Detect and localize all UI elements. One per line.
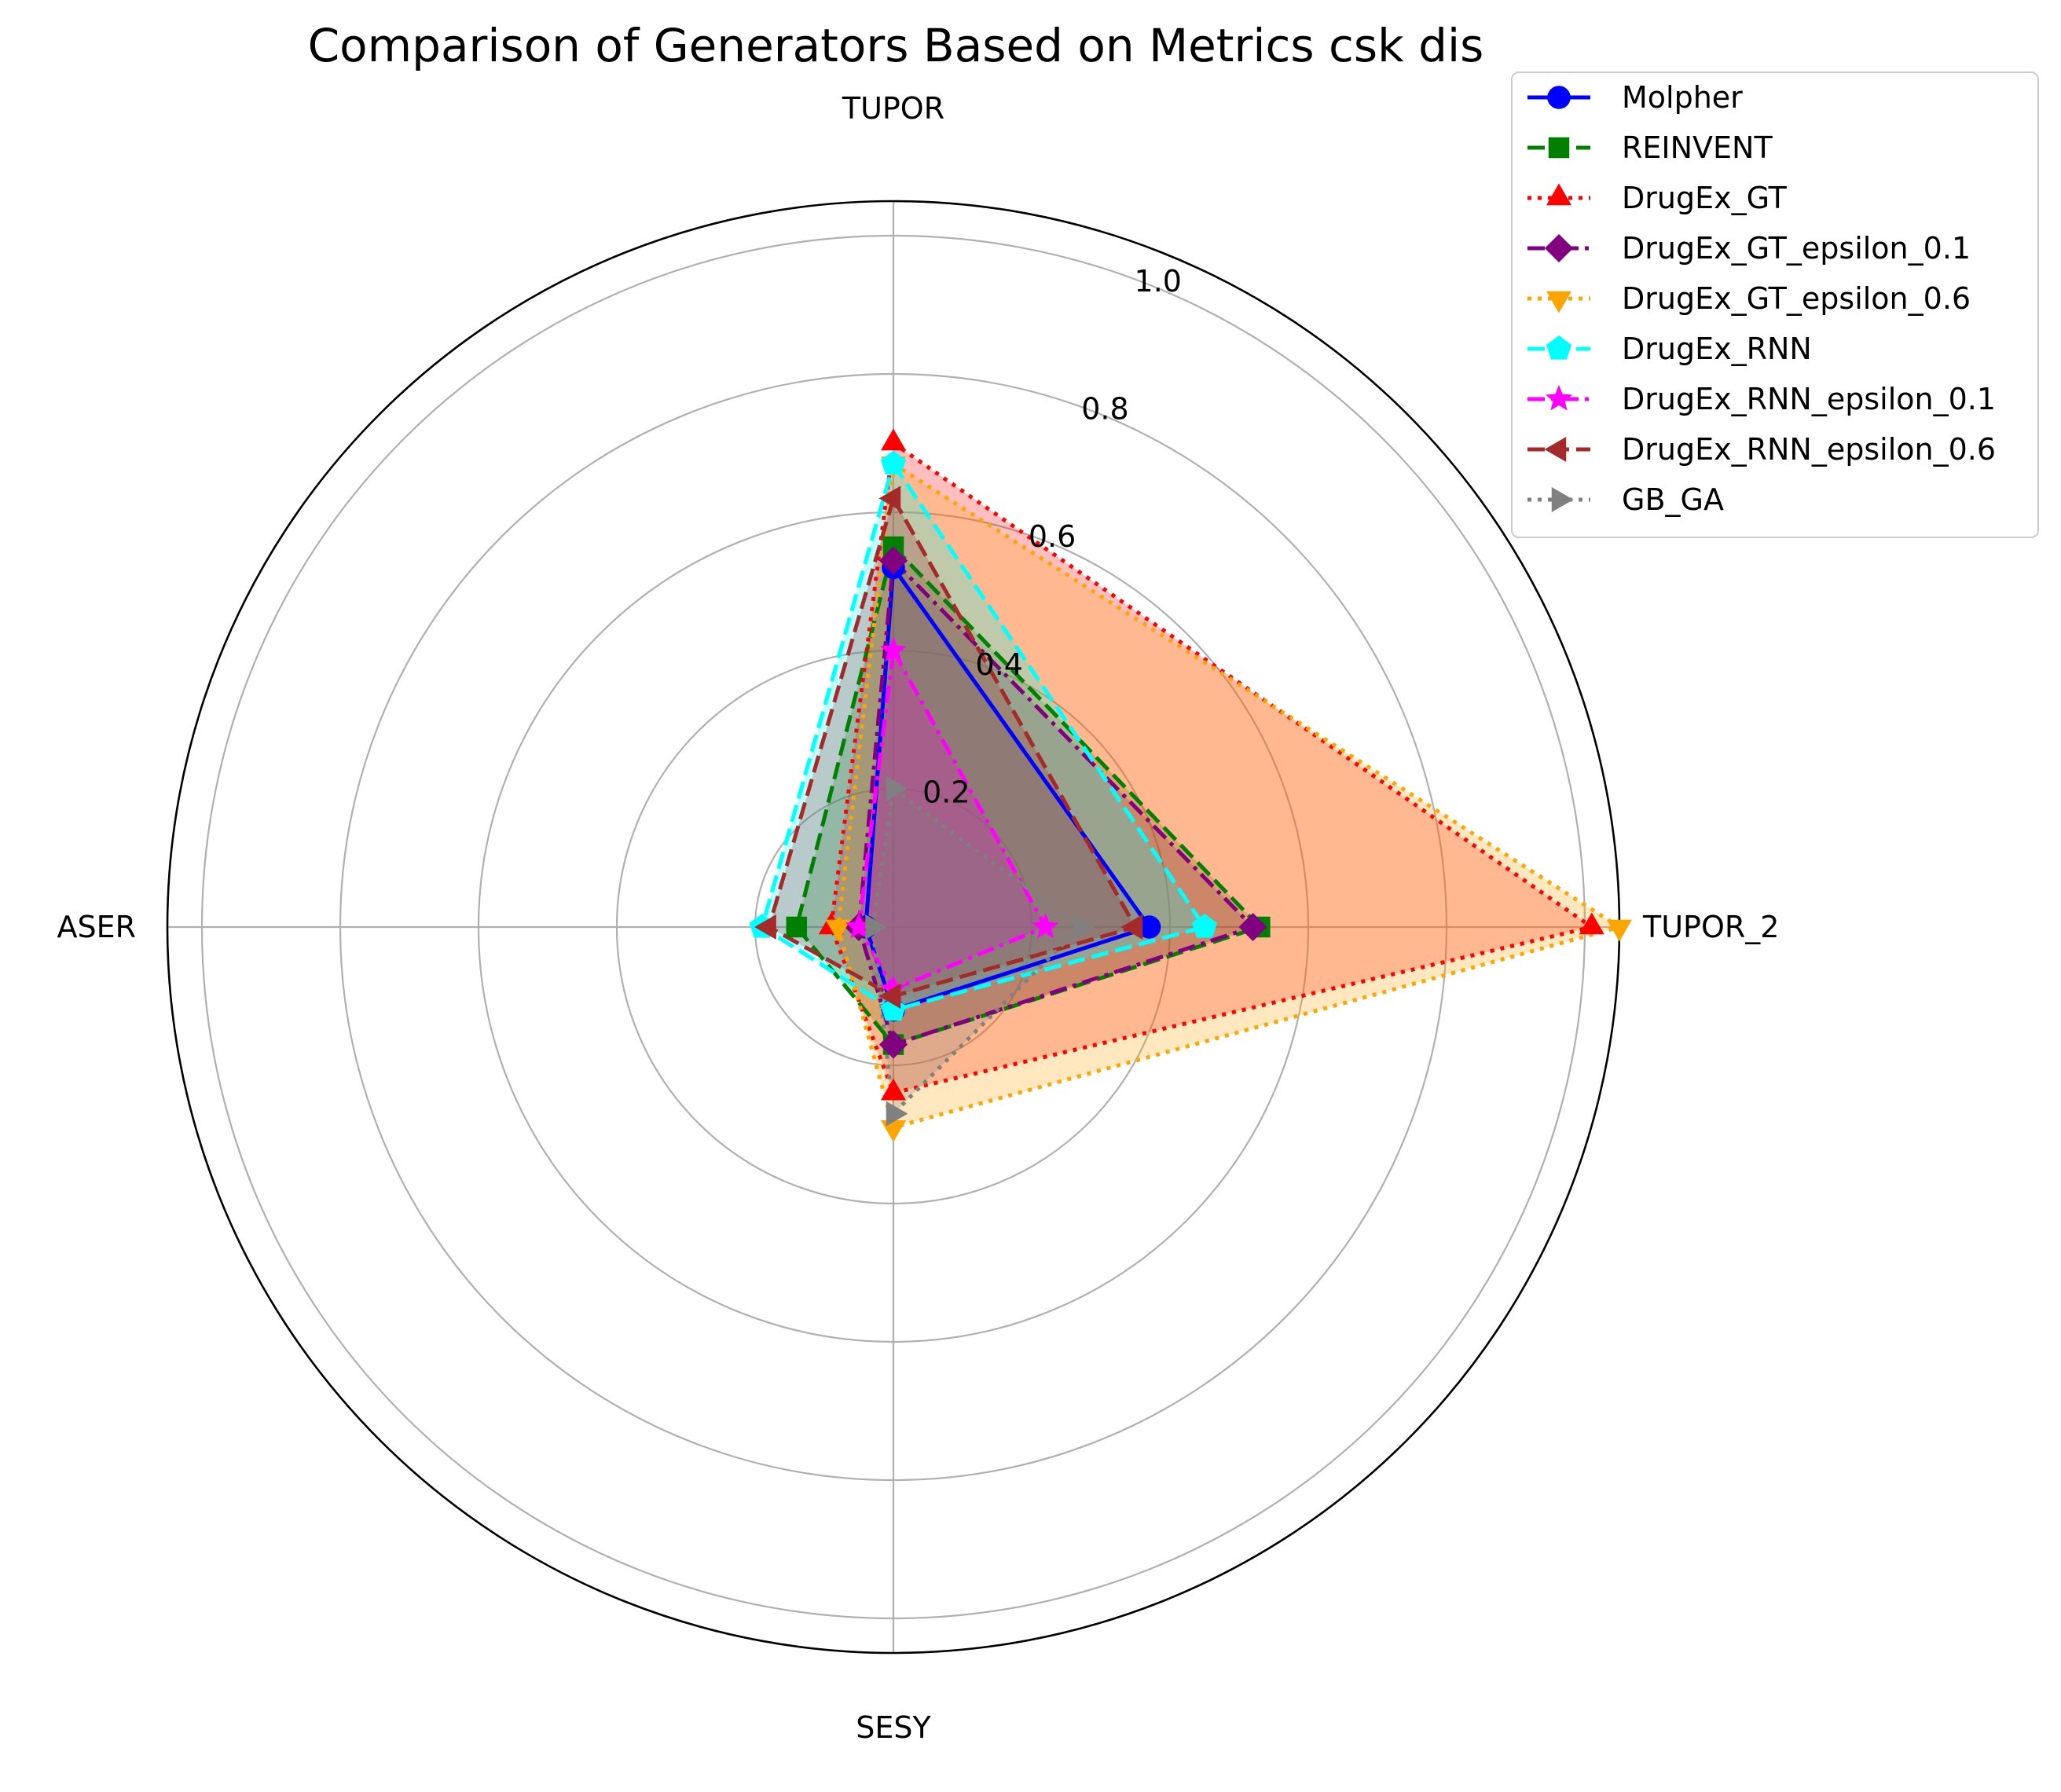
legend-marker-drugex-rnn-epsilon-0-1 [1545,384,1573,411]
chart-title: Comparison of Generators Based on Metric… [308,19,1484,72]
legend-marker-drugex-gt [1546,183,1571,206]
legend-label-drugex-rnn: DrugEx_RNN [1622,332,1812,366]
data-point-drugex-rnn-epsilon-0-6-tupor [878,486,901,511]
data-point-drugex-rnn-epsilon-0-6-sesy [878,984,901,1009]
legend-label-gb-ga: GB_GA [1622,482,1724,517]
axis-label-tupor: TUPOR [842,91,944,126]
data-point-drugex-rnn-epsilon-0-6-aser [754,914,776,940]
legend-label-drugex-rnn-epsilon-0-6: DrugEx_RNN_epsilon_0.6 [1622,432,1996,467]
data-point-drugex-gt-epsilon-0-6-tupor-2 [1607,919,1632,942]
legend-marker-drugex-gt-epsilon-0-1 [1544,233,1574,263]
series-fill-molpher [865,567,1150,1010]
legend-marker-drugex-rnn-epsilon-0-6 [1544,437,1567,462]
legend-label-drugex-rnn-epsilon-0-1: DrugEx_RNN_epsilon_0.1 [1622,382,1996,416]
radial-tick-label: 1.0 [1135,264,1182,299]
data-point-drugex-rnn-tupor-2 [1191,914,1218,938]
series-fill-drugex-gt-epsilon-0-6 [838,464,1619,1128]
legend-frame [1511,71,2039,538]
radial-tick-labels: 0.2 0.4 0.6 0.8 1.0 [922,264,1182,809]
data-point-drugex-rnn-tupor [880,450,907,475]
data-point-drugex-gt-epsilon-0-6-aser [825,919,851,942]
legend-label-drugex-gt-epsilon-0-1: DrugEx_GT_epsilon_0.1 [1622,231,1971,266]
series-fill-drugex-rnn-epsilon-0-1 [859,650,1046,990]
legend-marker-drugex-gt-epsilon-0-6 [1546,291,1571,313]
data-point-drugex-gt-tupor-2 [1579,912,1604,935]
data-point-drugex-rnn-epsilon-0-1-tupor-2 [1032,912,1059,939]
legend-label-reinvent: REINVENT [1622,130,1773,165]
axis-labels: TUPOR TUPOR_2 SESY ASER [57,91,1779,1745]
data-point-drugex-gt-epsilon-0-1-tupor-2 [1238,912,1267,942]
data-point-drugex-rnn-epsilon-0-1-tupor [879,636,908,662]
legend: Molpher REINVENT DrugEx_GT DrugEx_GT_epsilo… [1511,71,2039,538]
legend-marker-drugex-rnn [1546,335,1572,360]
axis-label-tupor-2: TUPOR_2 [1642,910,1779,944]
data-point-drugex-gt-epsilon-0-1-tupor [878,546,908,575]
series-fill-drugex-gt [831,443,1592,1094]
data-point-drugex-gt-sesy [881,1078,906,1101]
legend-marker-gb-ga [1551,487,1574,512]
data-point-drugex-rnn-epsilon-0-6-tupor-2 [1120,914,1143,940]
series-markers [749,428,1632,1142]
series-fill-drugex-rnn-epsilon-0-6 [768,498,1135,996]
data-point-gb-ga-sesy [886,1101,908,1127]
data-point-gb-ga-tupor-2 [1073,914,1095,940]
axis-label-aser: ASER [57,910,136,944]
data-point-gb-ga-tupor [886,776,908,801]
radial-tick-label: 0.4 [975,647,1022,682]
radial-tick-label: 0.6 [1029,519,1076,554]
data-point-gb-ga-aser [865,914,888,940]
data-point-drugex-gt-tupor [881,428,906,451]
legend-label-drugex-gt: DrugEx_GT [1622,181,1788,215]
series-fills [761,443,1619,1128]
axis-label-sesy: SESY [856,1710,931,1745]
radial-tick-label: 0.2 [922,775,970,809]
radial-tick-label: 0.8 [1081,392,1128,427]
data-point-reinvent-aser [786,916,808,938]
legend-marker-reinvent [1548,137,1570,159]
data-point-drugex-gt-epsilon-0-1-sesy [878,1030,908,1059]
legend-marker-molpher [1547,86,1571,109]
series-line-gb-ga [871,786,1083,1116]
legend-label-drugex-gt-epsilon-0-6: DrugEx_GT_epsilon_0.6 [1622,281,1971,316]
data-point-drugex-gt-epsilon-0-6-sesy [881,1120,906,1142]
legend-label-molpher: Molpher [1622,80,1743,115]
